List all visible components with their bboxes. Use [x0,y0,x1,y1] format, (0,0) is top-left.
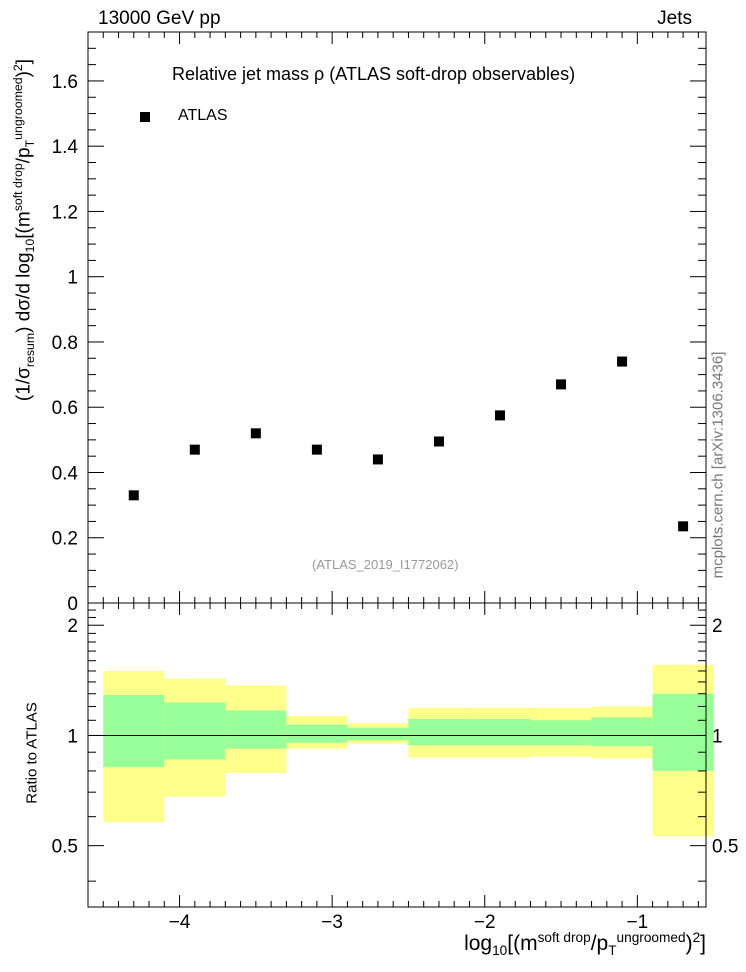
ratio-y-tick-label-left: 1 [67,726,78,747]
main-y-axis-label: (1/σresum) dσ/d log10[(msoft drop/pTungr… [10,58,38,402]
x-axis-label: log10[(msoft drop/pTungroomed)2] [464,930,706,959]
inner-band-bin-1 [164,702,226,760]
y-tick-label: 0.4 [52,463,79,484]
x-tick-label: −1 [626,912,648,933]
ratio-bands [103,664,714,837]
y-tick-label: 0 [67,594,78,615]
y-tick-label: 0.8 [52,333,78,354]
header-right: Jets [657,8,692,29]
x-tick-label: −2 [474,912,496,933]
data-point-1 [189,444,200,455]
y-tick-label: 1.2 [52,202,78,223]
ratio-y-axis-label: Ratio to ATLAS [23,702,41,804]
header-left: 13000 GeV pp [98,8,221,29]
legend [140,112,150,122]
data-point-7 [556,379,567,390]
x-tick-label: −4 [169,912,191,933]
inner-band-bin-2 [225,710,287,749]
watermark: (ATLAS_2019_I1772062) [312,557,459,572]
ratio-y-tick-label-left: 0.5 [52,837,78,858]
data-point-0 [128,490,139,501]
ratio-frame [87,602,707,908]
ratio-y-tick-label-right: 2 [712,616,723,637]
inner-band-bin-0 [103,694,165,768]
y-tick-label: 0.6 [52,398,78,419]
data-point-3 [311,444,322,455]
inner-band-bin-6 [469,718,531,746]
data-point-8 [617,356,628,367]
data-point-4 [372,454,383,465]
y-tick-label: 1.4 [52,137,79,158]
ratio-y-tick-label-right: 0.5 [712,837,738,858]
data-point-9 [678,521,689,532]
x-tick-label: −3 [321,912,343,933]
inner-band-bin-9 [652,693,714,771]
legend-label-atlas: ATLAS [178,107,228,124]
legend-marker-atlas [140,112,150,122]
axis-ticks: −4 −3 −2 −1 0 0.2 0.4 0.6 0.8 1 1.2 1.4 1.6 0.5 0.5 1 1 2… [52,31,738,933]
y-tick-label: 1.6 [52,72,78,93]
data-point-5 [433,436,444,447]
plot-frames [87,31,707,908]
data-point-2 [250,428,261,439]
side-credit: mcplots.cern.ch [arXiv:1306.3436] [709,351,727,579]
plot-title: Relative jet mass ρ (ATLAS soft-drop obs… [172,64,576,84]
ratio-y-tick-label-right: 1 [712,726,723,747]
y-tick-label: 0.2 [52,529,78,550]
inner-band-bin-4 [347,727,409,741]
inner-band-bin-8 [591,717,653,747]
inner-band-bin-5 [408,718,470,746]
y-tick-label: 1 [67,268,78,289]
data-points [128,356,689,532]
inner-band-bin-7 [530,720,592,746]
ratio-y-tick-label-left: 2 [67,616,78,637]
inner-band-bin-3 [286,724,348,743]
data-point-6 [495,410,505,421]
